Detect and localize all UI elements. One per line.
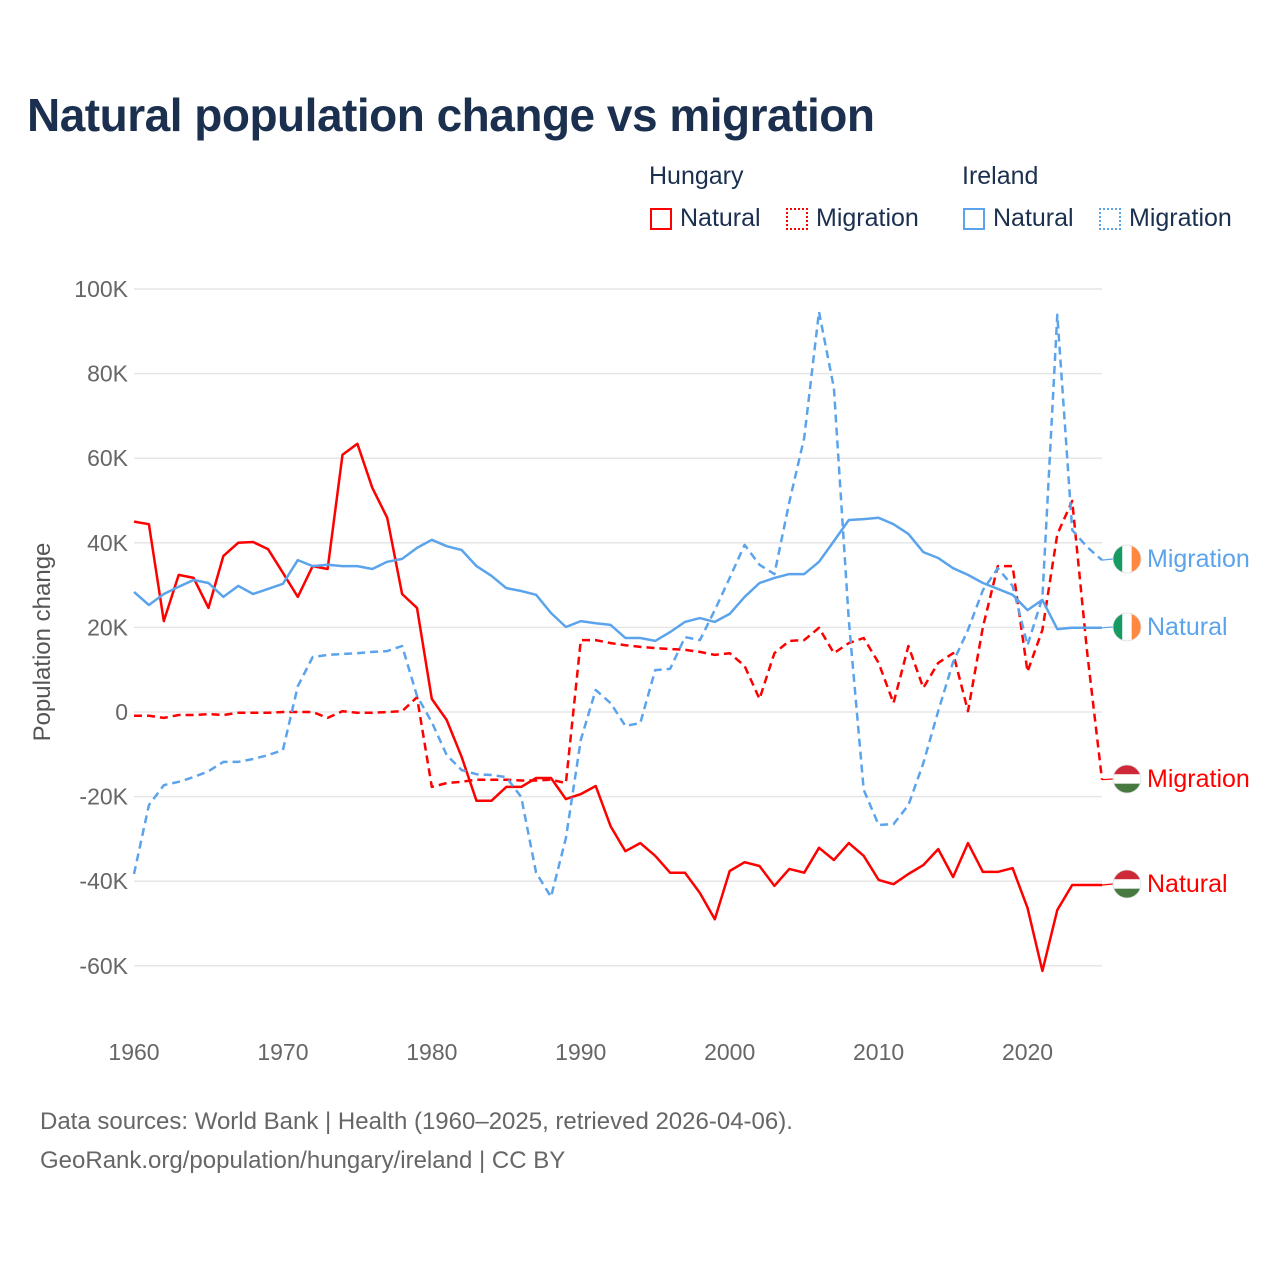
y-tick-label: 80K xyxy=(87,361,129,387)
legend-hungary-migration[interactable]: Migration xyxy=(786,204,919,233)
y-tick-label: 0 xyxy=(115,699,128,725)
ireland-flag-icon xyxy=(1112,612,1142,642)
legend-group-hungary: Hungary xyxy=(649,162,744,190)
x-tick-label: 2020 xyxy=(1002,1039,1053,1065)
end-connector xyxy=(1101,778,1114,781)
x-tick-label: 2010 xyxy=(853,1039,904,1065)
legend-ireland-natural[interactable]: Natural xyxy=(963,204,1074,233)
series-line-hungary-migration xyxy=(134,499,1104,789)
chart-title: Natural population change vs migration xyxy=(27,89,875,141)
legend-group-ireland: Ireland xyxy=(962,162,1039,190)
legend-ireland-migration[interactable]: Migration xyxy=(1099,204,1232,233)
series-line-ireland-natural xyxy=(133,516,1102,643)
end-label-ireland-natural: Natural xyxy=(1147,613,1228,641)
y-tick-label: 100K xyxy=(74,276,128,302)
y-tick-label: 60K xyxy=(87,445,129,471)
x-tick-label: 1970 xyxy=(257,1039,308,1065)
hungary-flag-icon xyxy=(1112,869,1142,899)
legend-label: Natural xyxy=(680,204,761,232)
legend-swatch-dotted-icon xyxy=(1099,207,1121,230)
legend-swatch-dotted-icon xyxy=(786,207,808,230)
x-tick-label: 1990 xyxy=(555,1039,606,1065)
y-tick-label: -60K xyxy=(79,953,128,979)
y-tick-label: 40K xyxy=(87,530,129,556)
legend-label: Natural xyxy=(993,204,1074,232)
legend-swatch-solid-icon xyxy=(963,207,985,230)
footer-sources: Data sources: World Bank | Health (1960–… xyxy=(40,1108,793,1135)
x-tick-label: 1980 xyxy=(406,1039,457,1065)
ireland-flag-icon xyxy=(1112,544,1142,574)
end-label-hungary-migration: Migration xyxy=(1147,765,1250,793)
end-label-hungary-natural: Natural xyxy=(1147,870,1228,898)
x-tick-label: 2000 xyxy=(704,1039,755,1065)
end-connector xyxy=(1101,558,1114,561)
hungary-flag-icon xyxy=(1112,764,1142,794)
y-tick-label: -40K xyxy=(79,868,128,894)
y-axis-label: Population change xyxy=(29,543,56,742)
y-tick-label: 20K xyxy=(87,614,129,640)
end-connector xyxy=(1101,883,1114,886)
legend-swatch-solid-icon xyxy=(650,207,672,230)
y-tick-label: -20K xyxy=(79,784,128,810)
footer-credit: GeoRank.org/population/hungary/ireland |… xyxy=(40,1147,566,1174)
legend-label: Migration xyxy=(816,204,919,232)
x-tick-label: 1960 xyxy=(108,1039,159,1065)
end-connector xyxy=(1101,626,1114,629)
series-line-hungary-natural xyxy=(133,442,1102,973)
series-line-ireland-migration xyxy=(132,310,1103,899)
legend-hungary-natural[interactable]: Natural xyxy=(650,204,761,233)
end-label-ireland-migration: Migration xyxy=(1147,545,1250,573)
legend-label: Migration xyxy=(1129,204,1232,232)
